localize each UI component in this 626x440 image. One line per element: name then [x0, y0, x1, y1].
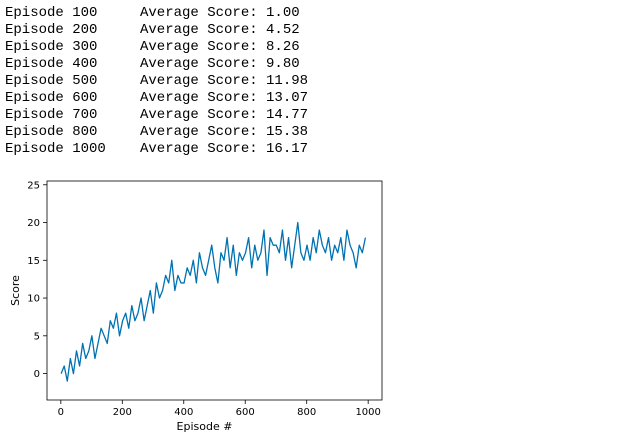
log-average-score: Average Score: 8.26 — [140, 39, 300, 55]
x-tick-label: 0 — [58, 407, 64, 418]
log-episode: Episode 300 — [5, 39, 98, 55]
x-tick-label: 1000 — [355, 407, 380, 418]
log-average-score: Average Score: 13.07 — [140, 90, 309, 106]
log-line: Episode 800 Average Score: 15.38 — [5, 124, 308, 141]
log-average-score: Average Score: 11.98 — [140, 73, 309, 89]
log-average-score: Average Score: 4.52 — [140, 22, 300, 38]
log-line: Episode 1000 Average Score: 16.17 — [5, 141, 308, 158]
log-average-score: Average Score: 9.80 — [140, 56, 300, 72]
y-tick-label: 0 — [34, 369, 40, 380]
x-tick-label: 400 — [174, 407, 193, 418]
log-average-score: Average Score: 14.77 — [140, 107, 309, 123]
y-tick-label: 25 — [27, 180, 40, 191]
score-chart: 0 200 400 600 800 1000 0 5 10 15 20 25 Episode # S… — [9, 180, 383, 432]
log-episode: Episode 700 — [5, 107, 98, 123]
log-episode: Episode 800 — [5, 124, 98, 140]
x-tick-label: 600 — [236, 407, 255, 418]
y-tick-label: 20 — [27, 218, 40, 229]
log-line: Episode 700 Average Score: 14.77 — [5, 107, 308, 124]
log-episode: Episode 400 — [5, 56, 98, 72]
y-axis-label: Score — [9, 275, 22, 306]
log-line: Episode 100 Average Score: 1.00 — [5, 5, 308, 22]
y-tick-label: 15 — [27, 256, 40, 267]
log-average-score: Average Score: 15.38 — [140, 124, 309, 140]
log-episode: Episode 500 — [5, 73, 98, 89]
x-tick-label: 800 — [297, 407, 316, 418]
log-episode: Episode 100 — [5, 5, 98, 21]
axes-frame — [46, 180, 383, 401]
x-axis-label: Episode # — [177, 420, 233, 432]
score-series-line — [60, 221, 367, 382]
training-log: Episode 100 Average Score: 1.00 Episode 20… — [5, 5, 308, 158]
log-episode: Episode 1000 — [5, 141, 106, 157]
log-average-score: Average Score: 1.00 — [140, 5, 300, 21]
log-average-score: Average Score: 16.17 — [140, 141, 309, 157]
log-episode: Episode 200 — [5, 22, 98, 38]
log-line: Episode 600 Average Score: 13.07 — [5, 90, 308, 107]
log-line: Episode 200 Average Score: 4.52 — [5, 22, 308, 39]
x-tick-label: 200 — [113, 407, 132, 418]
y-tick-label: 10 — [27, 294, 40, 305]
log-line: Episode 300 Average Score: 8.26 — [5, 39, 308, 56]
log-line: Episode 400 Average Score: 9.80 — [5, 56, 308, 73]
y-tick-label: 5 — [34, 331, 40, 342]
log-episode: Episode 600 — [5, 90, 98, 106]
log-line: Episode 500 Average Score: 11.98 — [5, 73, 308, 90]
